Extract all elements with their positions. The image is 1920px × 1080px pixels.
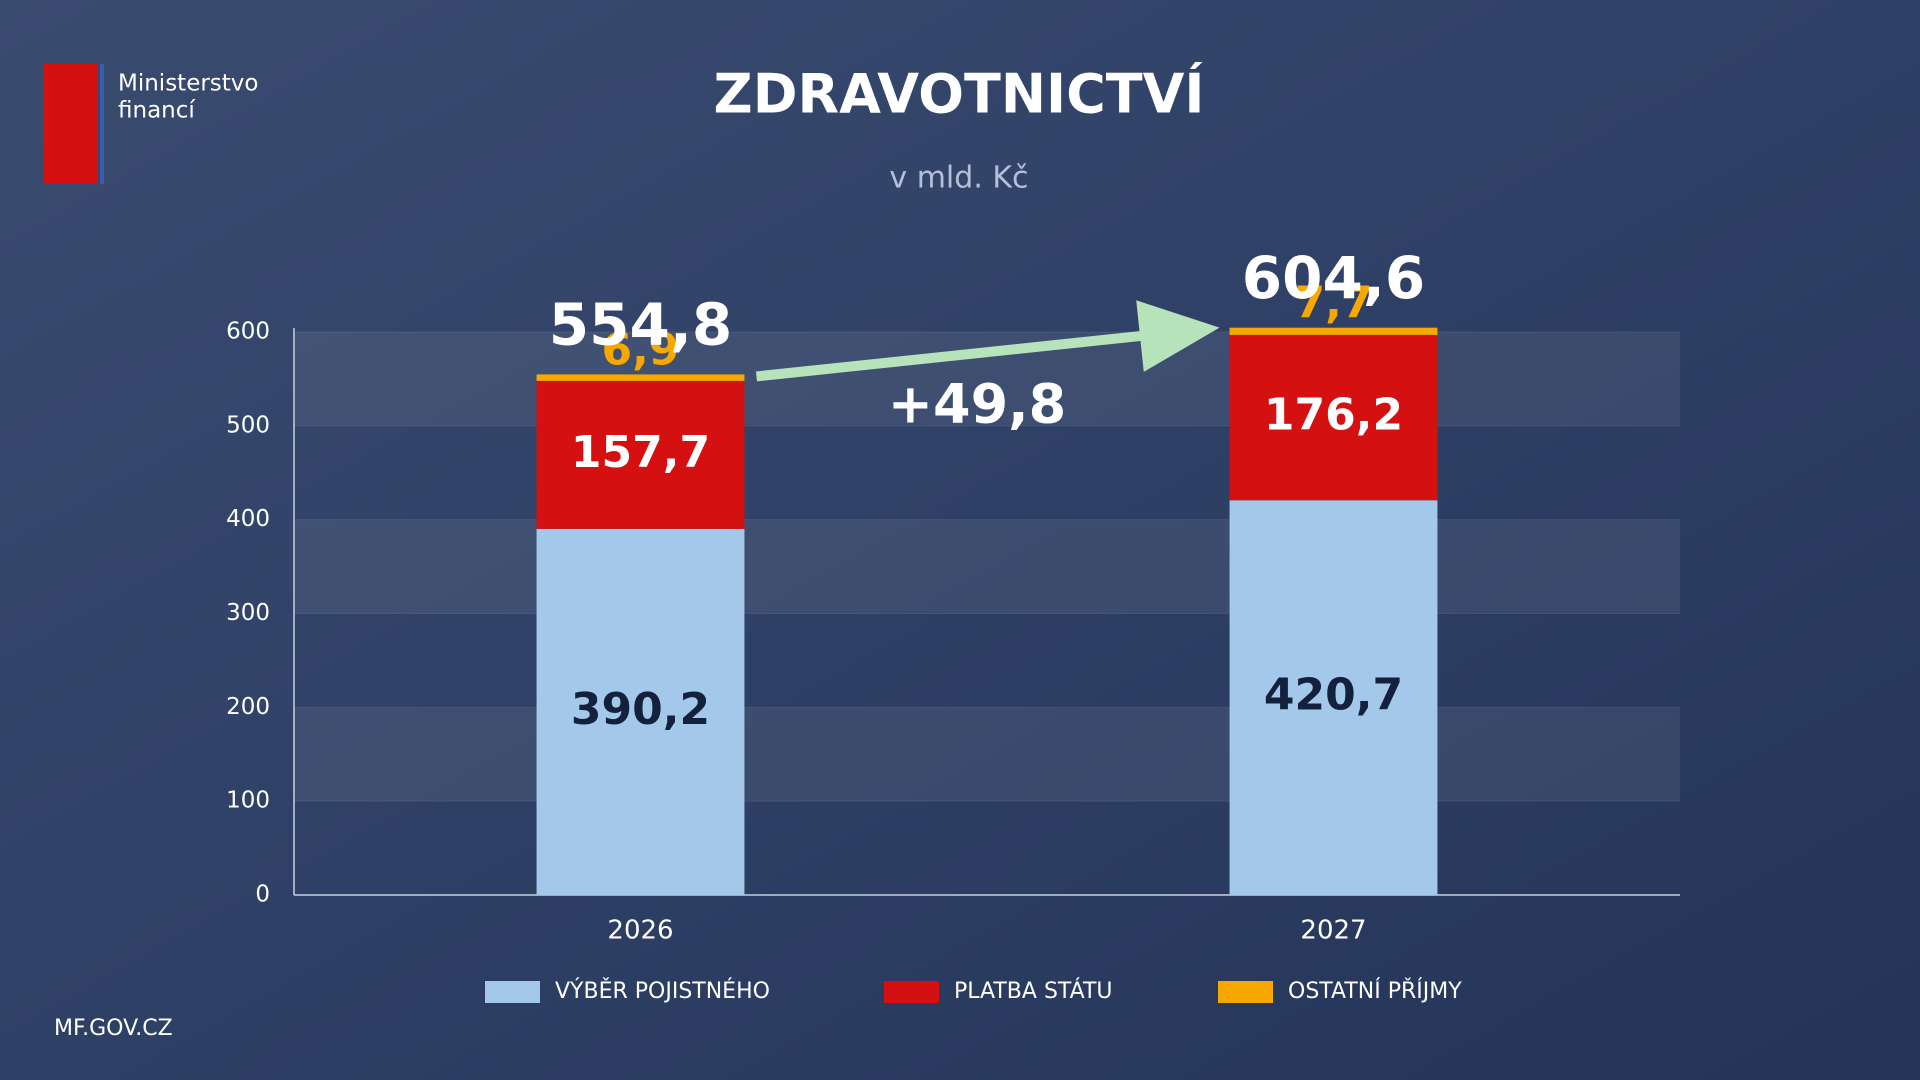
value-label: 7,7 bbox=[1295, 278, 1373, 329]
value-label: 390,2 bbox=[571, 684, 710, 735]
bar-segment bbox=[536, 528, 745, 895]
y-tick-label: 200 bbox=[226, 694, 270, 720]
y-tick-label: 600 bbox=[226, 319, 270, 345]
x-tick-label: 2027 bbox=[1300, 916, 1366, 946]
bar-segment bbox=[536, 374, 745, 381]
legend-swatch bbox=[485, 981, 540, 1003]
bar-segment bbox=[1229, 500, 1438, 895]
chart-title: ZDRAVOTNICTVÍ bbox=[714, 63, 1205, 126]
y-tick-label: 400 bbox=[226, 506, 270, 532]
change-label: +49,8 bbox=[888, 373, 1066, 436]
grid-band bbox=[294, 707, 1680, 802]
legend-label: PLATBA STÁTU bbox=[954, 978, 1113, 1004]
logo-mark bbox=[44, 64, 98, 184]
legend-swatch bbox=[884, 981, 939, 1003]
y-tick-label: 100 bbox=[226, 788, 270, 814]
bar-segment bbox=[1229, 327, 1438, 335]
y-tick-label: 0 bbox=[255, 882, 270, 908]
legend-label: OSTATNÍ PŘÍJMY bbox=[1288, 978, 1462, 1004]
bar-segment bbox=[536, 380, 745, 529]
value-label: 420,7 bbox=[1264, 670, 1403, 721]
total-label: 604,6 bbox=[1242, 244, 1425, 312]
x-tick-label: 2026 bbox=[607, 916, 673, 946]
change-arrow bbox=[755, 300, 1220, 382]
y-tick-label: 500 bbox=[226, 412, 270, 438]
total-label: 554,8 bbox=[549, 291, 732, 359]
bar-segment bbox=[1229, 334, 1438, 501]
logo-bar bbox=[100, 64, 104, 184]
value-label: 6,9 bbox=[602, 324, 680, 375]
grid-band bbox=[294, 519, 1680, 614]
chart-subtitle: v mld. Kč bbox=[889, 161, 1028, 196]
y-tick-label: 300 bbox=[226, 600, 270, 626]
footer: MF.GOV.CZ bbox=[54, 1016, 173, 1041]
value-label: 157,7 bbox=[571, 427, 710, 478]
brand-name: Ministerstvo bbox=[118, 71, 259, 97]
legend-label: VÝBĚR POJISTNÉHO bbox=[555, 978, 770, 1004]
legend-swatch bbox=[1218, 981, 1273, 1003]
value-label: 176,2 bbox=[1264, 390, 1403, 441]
brand-name: financí bbox=[118, 98, 195, 124]
